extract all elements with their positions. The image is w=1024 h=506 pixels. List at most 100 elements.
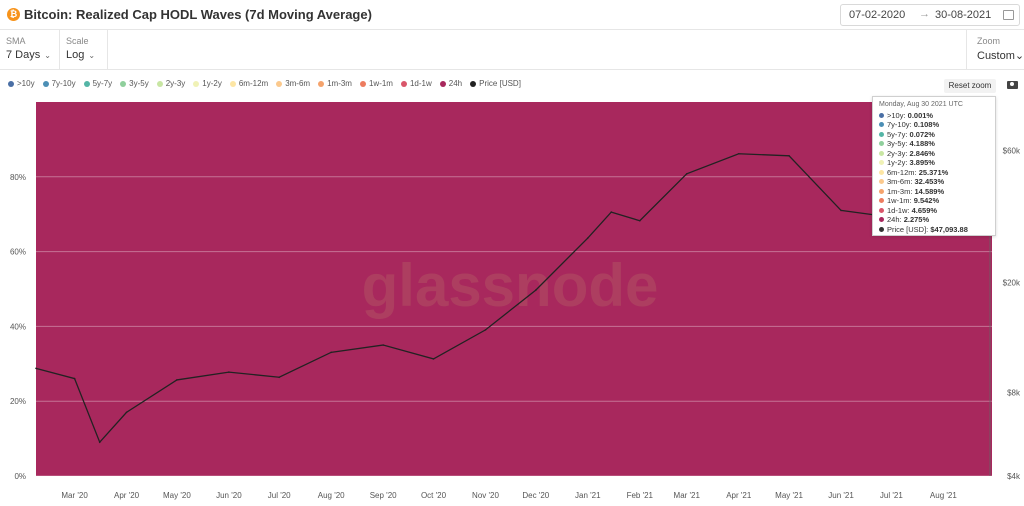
tooltip-dot — [879, 112, 884, 118]
tooltip-dot — [879, 226, 884, 232]
chart-title: Bitcoin: Realized Cap HODL Waves (7d Mov… — [24, 7, 372, 22]
legend-label: 7y-10y — [51, 79, 76, 88]
legend-label: 5y-7y — [92, 79, 113, 88]
y-tick-right: $4k — [1007, 472, 1021, 481]
tooltip-row: 2y-3y: 2.846% — [879, 149, 989, 159]
legend-label: 3m-6m — [285, 79, 311, 88]
date-from[interactable]: 07-02-2020 — [849, 9, 906, 21]
price-point — [586, 237, 589, 239]
tooltip-value: 0.001% — [907, 110, 934, 120]
tooltip-dot — [879, 169, 884, 175]
stacked-areas — [36, 102, 992, 476]
tooltip-label: 1w-1m: — [887, 196, 912, 205]
tooltip-label: 3m-6m: — [887, 177, 913, 186]
price-point — [638, 219, 641, 222]
tooltip-value: 0.108% — [913, 120, 940, 129]
price-point — [788, 155, 790, 157]
legend-item[interactable]: 1w-1m — [359, 79, 393, 88]
legend-label: 1m-3m — [327, 79, 352, 88]
x-tick: Aug '21 — [930, 491, 957, 500]
legend-dot — [229, 81, 236, 87]
reset-zoom-button[interactable]: Reset zoom — [944, 79, 996, 93]
price-point — [484, 329, 487, 331]
scale-value: Log — [66, 49, 85, 61]
legend-dot — [318, 81, 325, 87]
camera-icon[interactable] — [1007, 81, 1018, 89]
sma-select[interactable]: SMA 7 Days ⌄ — [0, 30, 60, 70]
zoom-select[interactable]: Zoom Custom⌄ — [966, 30, 1024, 70]
tooltip-dot — [879, 179, 884, 184]
tooltip-label: 1d-1w: — [887, 205, 910, 215]
calendar-icon[interactable] — [1003, 10, 1014, 20]
price-point — [35, 367, 37, 370]
date-to[interactable]: 30-08-2021 — [935, 9, 992, 21]
x-tick: Jan '21 — [575, 491, 601, 500]
legend-dot — [276, 81, 283, 87]
legend-item[interactable]: 1y-2y — [193, 79, 222, 88]
legend-item[interactable]: 5y-7y — [83, 79, 113, 88]
x-tick: Mar '21 — [674, 491, 701, 500]
legend-item[interactable]: 3y-5y — [120, 79, 149, 88]
tooltip-label: 5y-7y: — [887, 129, 908, 139]
scale-label: Scale — [66, 36, 89, 46]
price-point — [382, 344, 384, 346]
chevron-down-icon: ⌄ — [88, 51, 96, 60]
legend-label: 24h — [448, 79, 463, 88]
tooltip-value: 3.895% — [909, 158, 935, 167]
tooltip-row: 3m-6m: 32.453% — [879, 177, 989, 187]
legend-item[interactable]: 1m-3m — [318, 79, 352, 88]
legend-item[interactable]: 7y-10y — [42, 79, 76, 88]
legend-item[interactable]: 6m-12m — [229, 79, 268, 88]
date-range-picker[interactable]: 07-02-2020 → 30-08-2021 — [840, 4, 1020, 26]
tooltip-dot — [879, 198, 884, 203]
x-tick: Dec '20 — [522, 491, 549, 500]
y-tick-left: 40% — [10, 322, 26, 331]
tooltip-value: 9.542% — [913, 196, 940, 205]
tooltip-row: 3y-5y: 4.188% — [879, 139, 989, 149]
tooltip-value: 2.275% — [903, 215, 930, 224]
legend-item[interactable]: 24h — [439, 79, 463, 88]
x-tick: Jul '20 — [268, 491, 291, 500]
price-point — [432, 358, 435, 360]
tooltip-dot — [879, 217, 884, 222]
legend-dot — [83, 81, 90, 87]
legend-dot — [156, 81, 163, 87]
legend-item[interactable]: Price [USD] — [470, 79, 521, 88]
legend-label: 3y-5y — [129, 79, 149, 88]
tooltip-label: 3y-5y: — [887, 139, 908, 148]
tooltip-label: 2y-3y: — [887, 148, 908, 158]
x-tick: May '20 — [163, 491, 191, 500]
x-tick: Jul '21 — [880, 491, 903, 500]
legend-item[interactable]: >10y — [8, 79, 35, 88]
top-bar: ₿ Bitcoin: Realized Cap HODL Waves (7d M… — [0, 0, 1024, 30]
hodl-waves-chart[interactable]: glassnode 0% 20% 40% 60% 80% $4k $8k $20k $60k Ma… — [0, 96, 1024, 506]
legend-item[interactable]: 1d-1w — [400, 79, 432, 88]
price-point — [610, 211, 613, 213]
legend-dot — [439, 81, 446, 87]
scale-select[interactable]: Scale Log ⌄ — [60, 30, 108, 70]
legend-dot — [8, 81, 14, 87]
tooltip-label: 24h: — [887, 215, 902, 224]
tooltip-label: 7y-10y: — [887, 120, 912, 129]
sma-label: SMA — [6, 36, 26, 46]
price-point — [125, 411, 128, 414]
price-point — [73, 377, 76, 380]
tooltip: Monday, Aug 30 2021 UTC >10y: 0.001% 7y-1… — [872, 96, 996, 236]
legend-dot — [400, 81, 407, 87]
price-point — [685, 173, 688, 175]
tooltip-row: 7y-10y: 0.108% — [879, 120, 989, 130]
price-series-line — [35, 153, 993, 444]
legend-label: >10y — [17, 79, 35, 88]
tooltip-value: 0.072% — [909, 129, 935, 139]
price-point — [840, 209, 842, 212]
legend-dot — [470, 81, 477, 87]
price-point — [228, 371, 230, 373]
legend-item[interactable]: 3m-6m — [276, 79, 310, 88]
area-24h — [36, 102, 992, 476]
tooltip-row: 5y-7y: 0.072% — [879, 130, 989, 140]
tooltip-row: 1d-1w: 4.659% — [879, 206, 989, 216]
tooltip-dot — [879, 188, 884, 194]
legend-item[interactable]: 2y-3y — [156, 79, 185, 88]
y-tick-right: $60k — [1003, 147, 1021, 156]
zoom-value: Custom — [977, 50, 1015, 62]
